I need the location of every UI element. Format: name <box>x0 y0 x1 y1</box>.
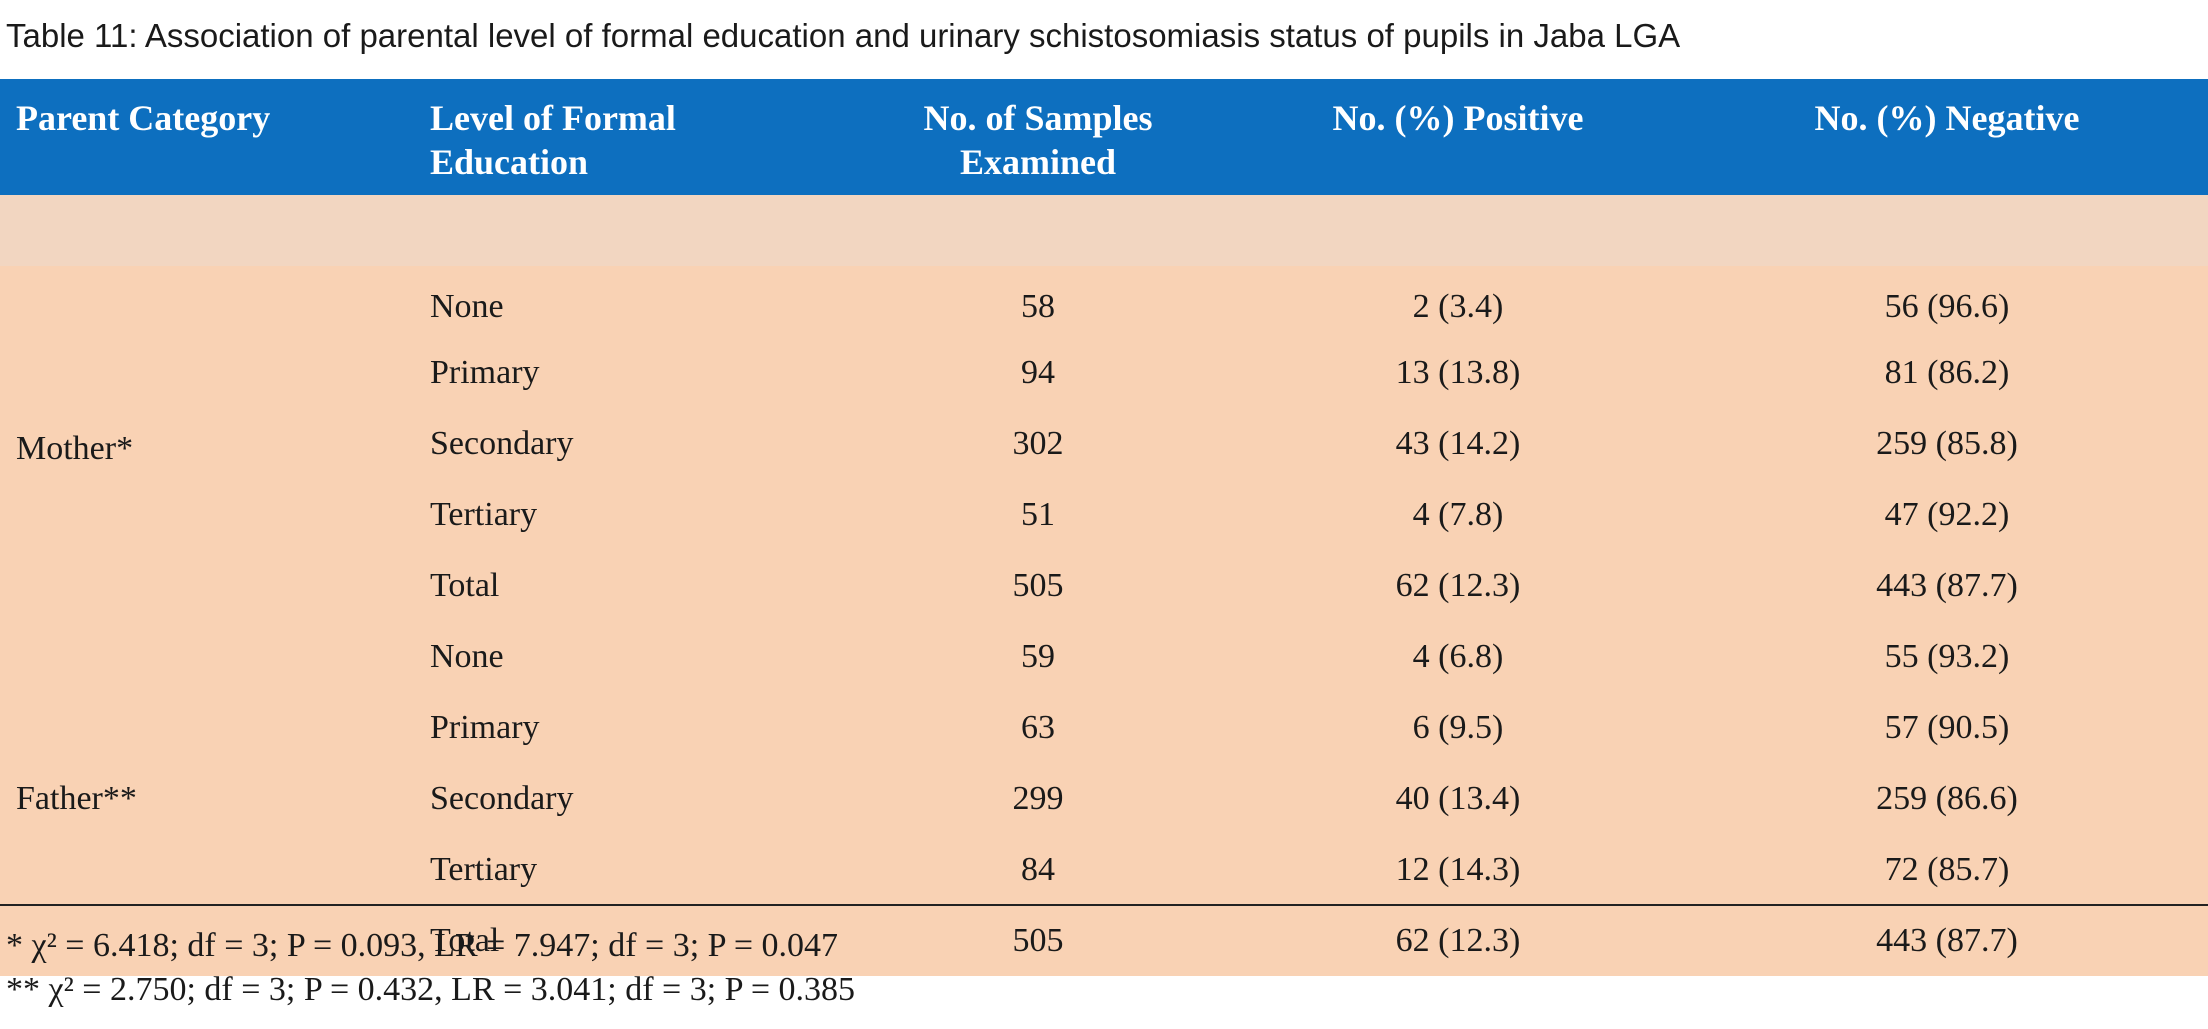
level-cell: Total <box>430 566 500 604</box>
header-positive: No. (%) Positive <box>1332 98 1584 138</box>
negative-cell: 72 (85.7) <box>1884 850 2010 888</box>
level-cell: Primary <box>430 353 540 391</box>
positive-cell: 2 (3.4) <box>1412 287 1504 325</box>
negative-cell: 443 (87.7) <box>1876 921 2018 959</box>
footnote-mother: * χ² = 6.418; df = 3; P = 0.093, LR = 7.… <box>6 927 839 964</box>
table-body: Mother* None 58 2 (3.4) 56 (96.6) Primar… <box>0 195 2208 976</box>
positive-cell: 4 (6.8) <box>1412 637 1504 675</box>
table-bottom-rule <box>0 904 2208 906</box>
samples-cell: 63 <box>1021 708 1055 746</box>
table-row: Total 505 62 (12.3) 443 (87.7) <box>0 905 2208 976</box>
negative-cell: 57 (90.5) <box>1884 708 2010 746</box>
education-schistosomiasis-table: Parent Category Level of Formal Educatio… <box>0 79 2208 976</box>
header-level-of-education: Level of Formal Education <box>424 79 846 195</box>
header-level-line2: Education <box>430 142 589 182</box>
samples-cell: 302 <box>1012 424 1064 462</box>
positive-cell: 6 (9.5) <box>1412 708 1504 746</box>
footnote-father: ** χ² = 2.750; df = 3; P = 0.432, LR = 3… <box>6 971 856 1008</box>
samples-cell: 505 <box>1012 566 1064 604</box>
negative-cell: 55 (93.2) <box>1884 637 2010 675</box>
header-negative: No. (%) Negative <box>1814 98 2080 138</box>
table-row: Tertiary 51 4 (7.8) 47 (92.2) <box>0 479 2208 550</box>
level-cell: Total <box>430 921 500 959</box>
level-cell: None <box>430 637 504 675</box>
level-cell: Primary <box>430 708 540 746</box>
samples-cell: 84 <box>1021 850 1055 888</box>
header-parent-category: Parent Category <box>16 98 271 138</box>
samples-cell: 505 <box>1012 921 1064 959</box>
level-cell: None <box>430 287 504 325</box>
table-row: Mother* None 58 2 (3.4) 56 (96.6) <box>0 266 2208 467</box>
samples-cell: 299 <box>1012 779 1064 817</box>
negative-cell: 259 (85.8) <box>1876 424 2018 462</box>
negative-cell: 443 (87.7) <box>1876 566 2018 604</box>
samples-cell: 51 <box>1021 495 1055 533</box>
header-level-line1: Level of Formal <box>430 98 676 138</box>
table-caption: Table 11: Association of parental level … <box>6 17 1681 54</box>
level-cell: Secondary <box>430 779 574 817</box>
table-row: Primary 94 13 (13.8) 81 (86.2) <box>0 337 2208 408</box>
positive-cell: 13 (13.8) <box>1395 353 1521 391</box>
positive-cell: 62 (12.3) <box>1395 566 1521 604</box>
table-row: Total 505 62 (12.3) 443 (87.7) <box>0 550 2208 621</box>
samples-cell: 94 <box>1021 353 1055 391</box>
positive-cell: 43 (14.2) <box>1395 424 1521 462</box>
table-row: Secondary 302 43 (14.2) 259 (85.8) <box>0 408 2208 479</box>
table-row: Father** None 59 4 (6.8) 55 (93.2) <box>0 621 2208 817</box>
header-samples-line1: No. of Samples <box>923 98 1153 138</box>
level-cell: Secondary <box>430 424 574 462</box>
negative-cell: 56 (96.6) <box>1884 287 2010 325</box>
category-cell-mother: Mother* <box>16 429 134 467</box>
negative-cell: 81 (86.2) <box>1884 353 2010 391</box>
header-samples-line2: Examined <box>959 142 1117 182</box>
positive-cell: 62 (12.3) <box>1395 921 1521 959</box>
samples-cell: 58 <box>1021 287 1055 325</box>
positive-cell: 40 (13.4) <box>1395 779 1521 817</box>
table-row: Tertiary 84 12 (14.3) 72 (85.7) <box>0 834 2208 905</box>
table-row: Primary 63 6 (9.5) 57 (90.5) <box>0 692 2208 763</box>
footnotes: * χ² = 6.418; df = 3; P = 0.093, LR = 7.… <box>6 924 855 1012</box>
header-samples-examined: No. of Samples Examined <box>846 79 1230 195</box>
negative-cell: 259 (86.6) <box>1876 779 2018 817</box>
positive-cell: 4 (7.8) <box>1412 495 1504 533</box>
category-cell-father: Father** <box>16 779 137 817</box>
samples-cell: 59 <box>1021 637 1055 675</box>
table-header-row: Parent Category Level of Formal Educatio… <box>0 79 2208 195</box>
positive-cell: 12 (14.3) <box>1395 850 1521 888</box>
level-cell: Tertiary <box>430 495 538 533</box>
header-separator <box>0 195 2208 266</box>
level-cell: Tertiary <box>430 850 538 888</box>
negative-cell: 47 (92.2) <box>1884 495 2010 533</box>
table-row: Secondary 299 40 (13.4) 259 (86.6) <box>0 763 2208 834</box>
table-container: Parent Category Level of Formal Educatio… <box>0 79 2208 976</box>
